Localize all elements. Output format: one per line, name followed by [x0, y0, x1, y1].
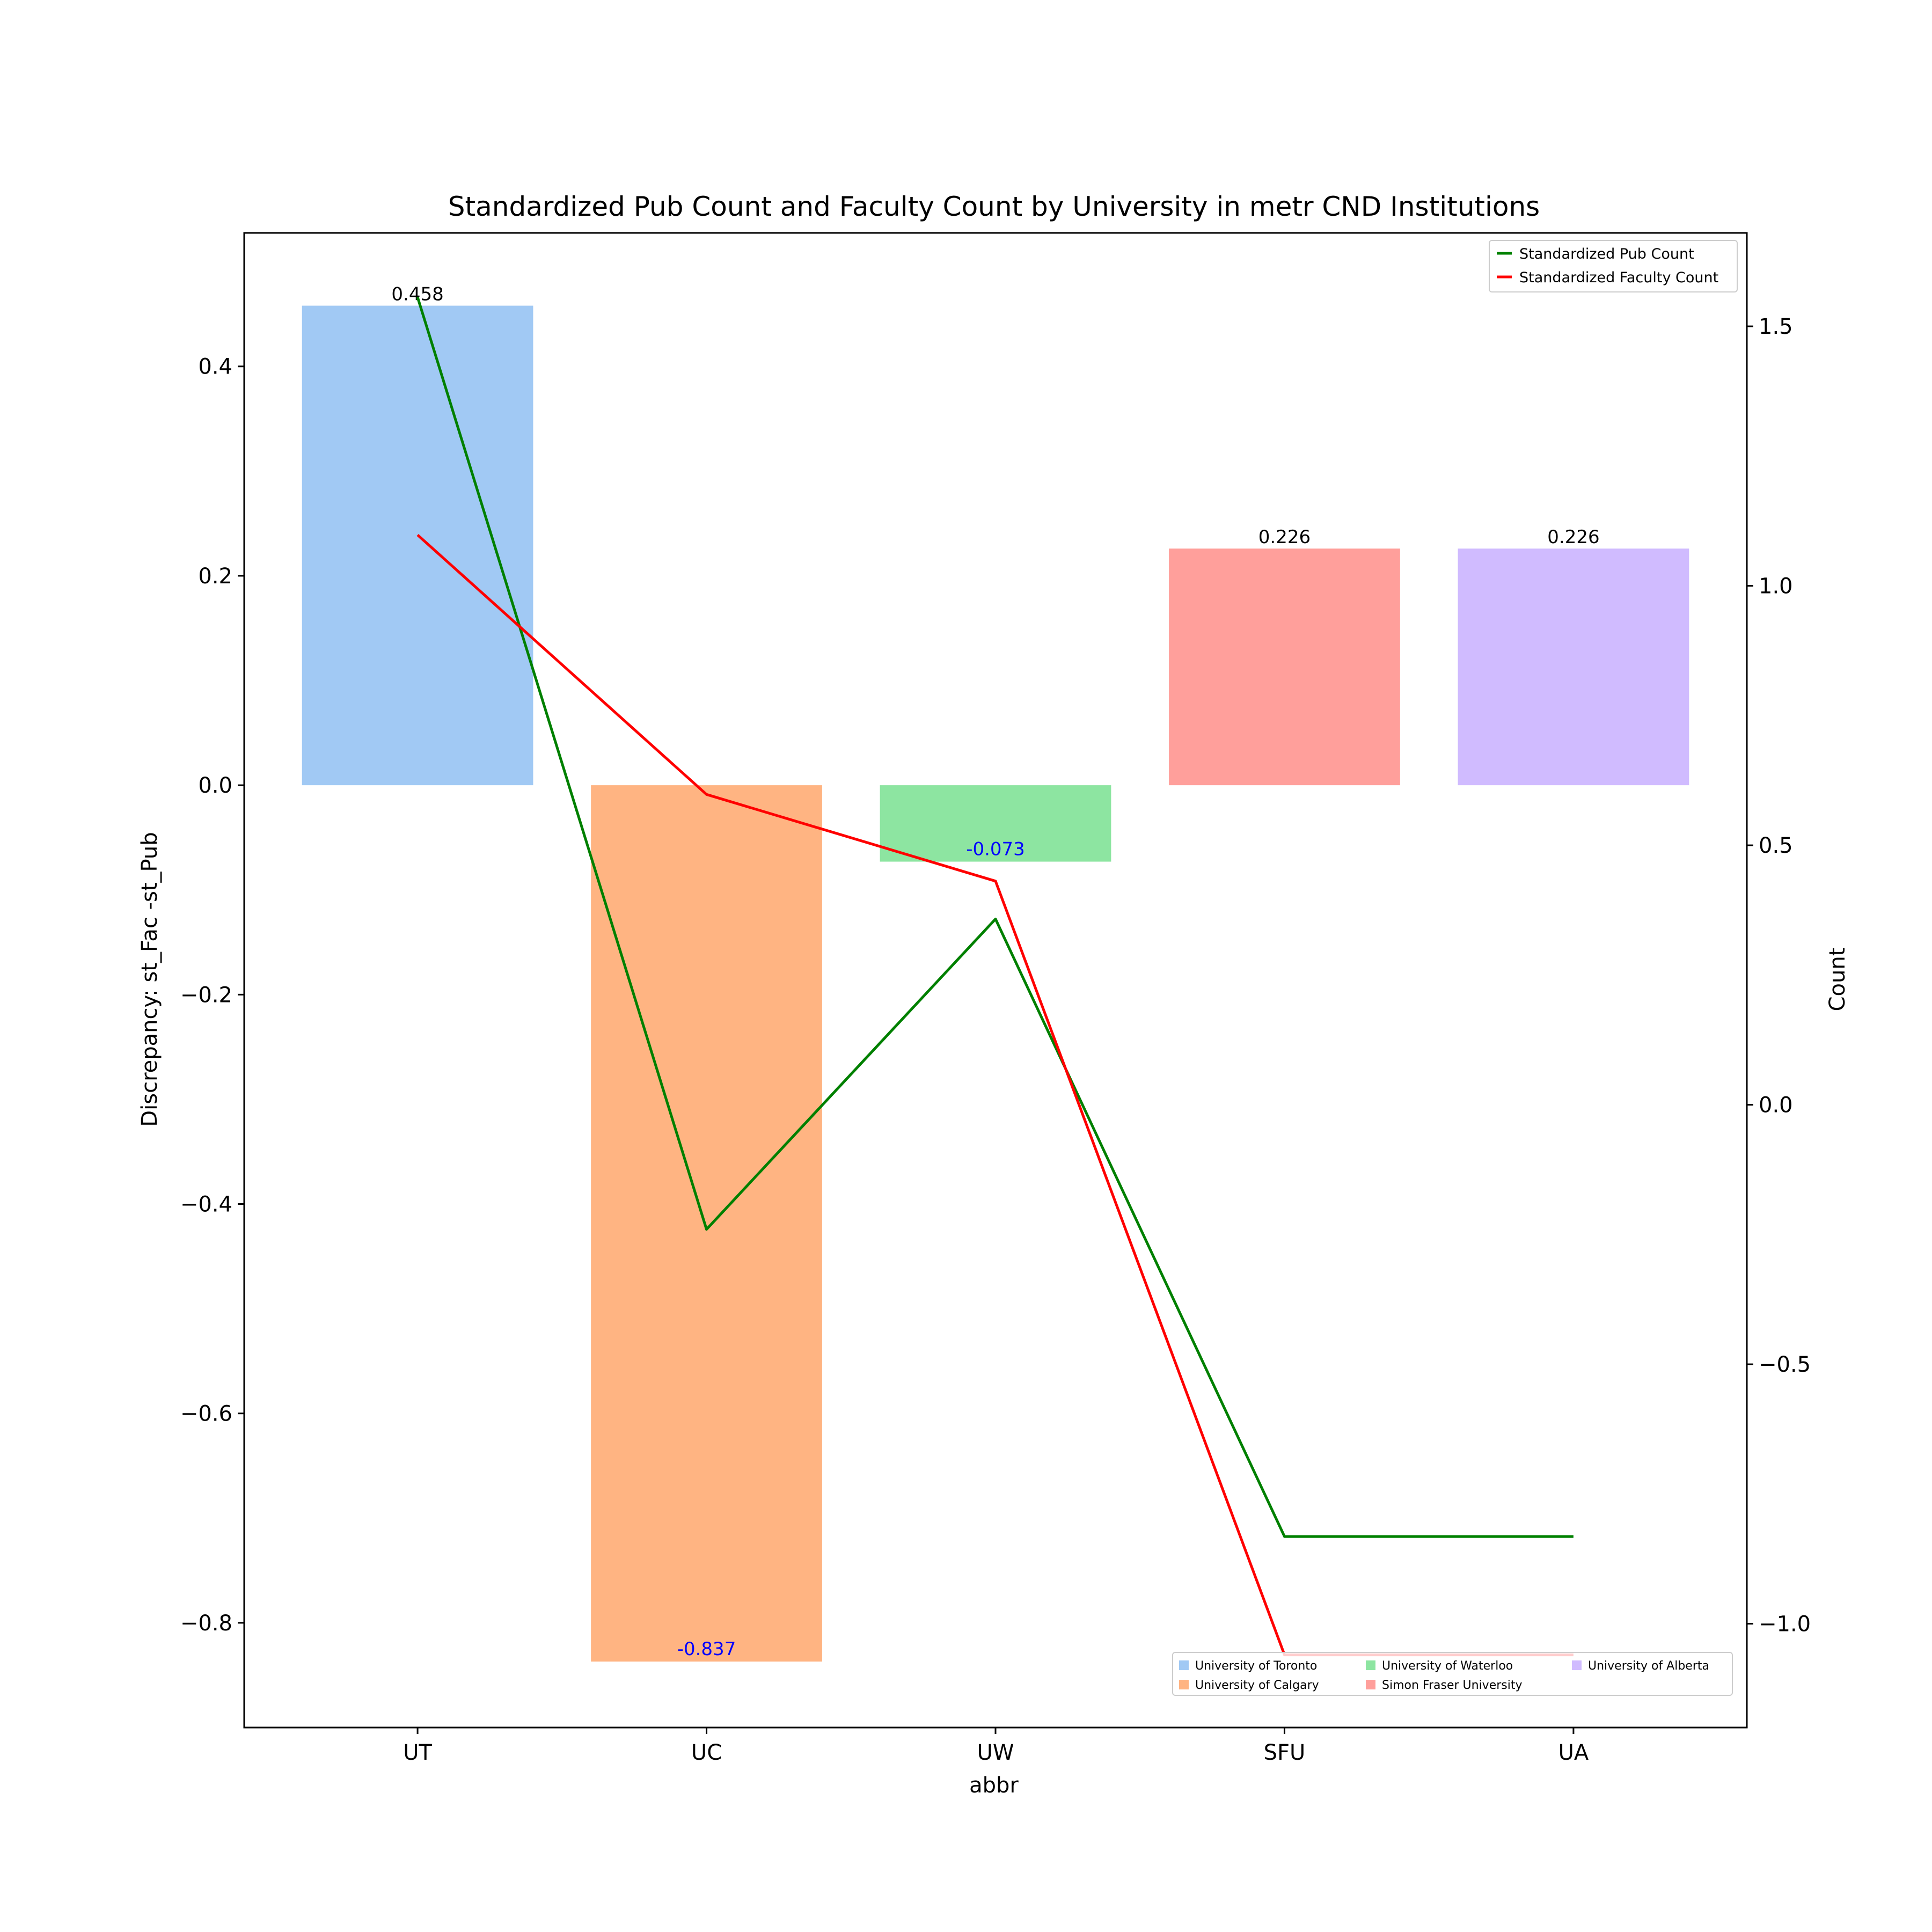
x-tick-label: UT [403, 1740, 432, 1765]
y2-tick-label: 0.5 [1759, 833, 1793, 858]
bar-value-label-uc: -0.837 [677, 1638, 736, 1660]
x-tick-label: UC [691, 1740, 722, 1765]
x-tick-label: UW [977, 1740, 1014, 1765]
series-line-pub-count [416, 297, 1574, 1538]
plot-area: 0.458 -0.837 -0.073 0.226 0.226 −0.8 −0.6 −0.4 −… [180, 232, 1811, 1765]
y-tick-label: −0.4 [180, 1192, 232, 1217]
y2-tick-label: 1.5 [1759, 314, 1793, 339]
legend-bar-swatch [1366, 1680, 1375, 1689]
y-tick-label: −0.6 [180, 1402, 232, 1426]
bar-value-label-ut: 0.458 [391, 284, 443, 305]
x-tick-label: SFU [1264, 1740, 1306, 1765]
line-legend-box [1489, 240, 1738, 292]
y-tick-label: −0.8 [180, 1611, 232, 1636]
legend-bar-label: Simon Fraser University [1382, 1679, 1523, 1692]
bar-ut [302, 305, 533, 786]
x-tick-label: UA [1558, 1740, 1589, 1765]
legend-bar-label: University of Waterloo [1382, 1659, 1513, 1673]
y-tick-label: 0.4 [198, 355, 232, 379]
legend-bar-label: University of Calgary [1195, 1679, 1319, 1692]
legend-bar-swatch [1572, 1660, 1582, 1670]
y2-tick-label: −0.5 [1759, 1352, 1811, 1377]
bar-value-label-ua: 0.226 [1547, 526, 1599, 548]
bar-legend-box [1172, 1652, 1733, 1696]
chart-title: Standardized Pub Count and Faculty Count… [448, 191, 1540, 222]
y-tick-label: 0.0 [198, 773, 232, 798]
legend-line-label: Standardized Pub Count [1519, 246, 1694, 262]
y-tick-label: 0.2 [198, 564, 232, 589]
legend-bar-label: University of Alberta [1588, 1659, 1709, 1673]
bar-sfu [1169, 548, 1400, 786]
bar-value-label-sfu: 0.226 [1258, 526, 1311, 548]
y2-axis-label: Count [1825, 948, 1850, 1012]
bar-uw [880, 785, 1111, 862]
bar-value-label-uw: -0.073 [966, 839, 1025, 860]
legend-bar-swatch [1179, 1660, 1189, 1670]
y2-tick-label: 0.0 [1759, 1093, 1793, 1118]
y-axis-label: Discrepancy: st_Fac -st_Pub [137, 832, 162, 1126]
bar-ua [1458, 548, 1689, 786]
x-axis-label: abbr [969, 1773, 1019, 1798]
bar-uc [591, 785, 822, 1662]
legend-bar-swatch [1179, 1680, 1189, 1689]
legend-bar-swatch [1366, 1660, 1375, 1670]
y2-tick-label: −1.0 [1759, 1612, 1811, 1637]
legend-bar-label: University of Toronto [1195, 1659, 1317, 1673]
legend-line-label: Standardized Faculty Count [1519, 269, 1718, 286]
y2-tick-label: 1.0 [1759, 574, 1793, 599]
y-tick-label: −0.2 [180, 983, 232, 1007]
